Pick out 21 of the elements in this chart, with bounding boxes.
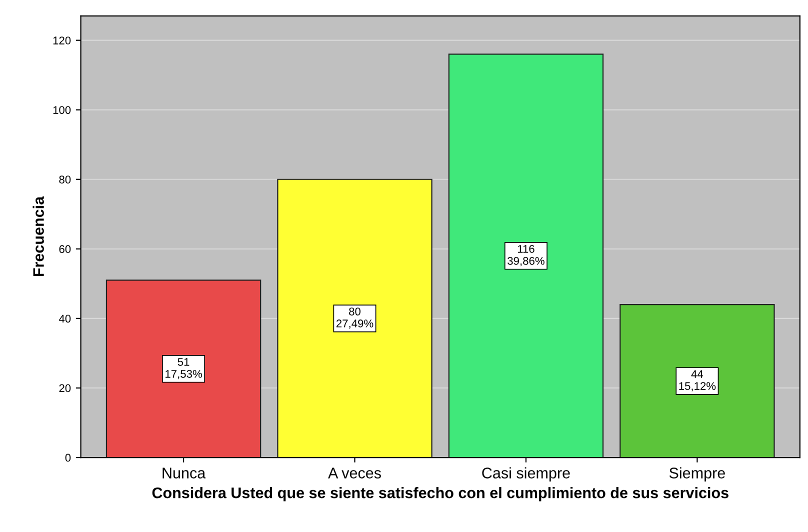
bar: [106, 280, 262, 458]
bar: [448, 54, 604, 458]
data-label: 44 15,12%: [679, 370, 716, 392]
y-axis-title: Frecuencia: [32, 196, 44, 276]
x-tick-label: Casi siempre: [482, 467, 570, 482]
y-tick-label: 40: [58, 314, 71, 323]
y-tick-label: 60: [59, 245, 71, 254]
y-tick-label: 120: [53, 36, 71, 44]
bar: [620, 304, 775, 458]
x-axis-title: Considera Usted que se siente satisfecho con el cumplimiento de sus servicios: [152, 487, 728, 502]
y-tick-label: 100: [53, 106, 71, 114]
y-tick-label: 0: [65, 454, 71, 462]
x-tick-label: A veces: [328, 468, 381, 478]
y-tick-label: 20: [59, 384, 71, 392]
bar: [277, 178, 432, 458]
data-label: 51 17,53%: [166, 358, 202, 380]
data-label: 80 27,49%: [336, 308, 374, 329]
x-tick-label: Siempre: [669, 467, 725, 482]
x-tick-label: Nunca: [162, 468, 206, 478]
y-tick-label: 80: [59, 176, 71, 184]
data-label: 116 39,86%: [508, 244, 544, 266]
